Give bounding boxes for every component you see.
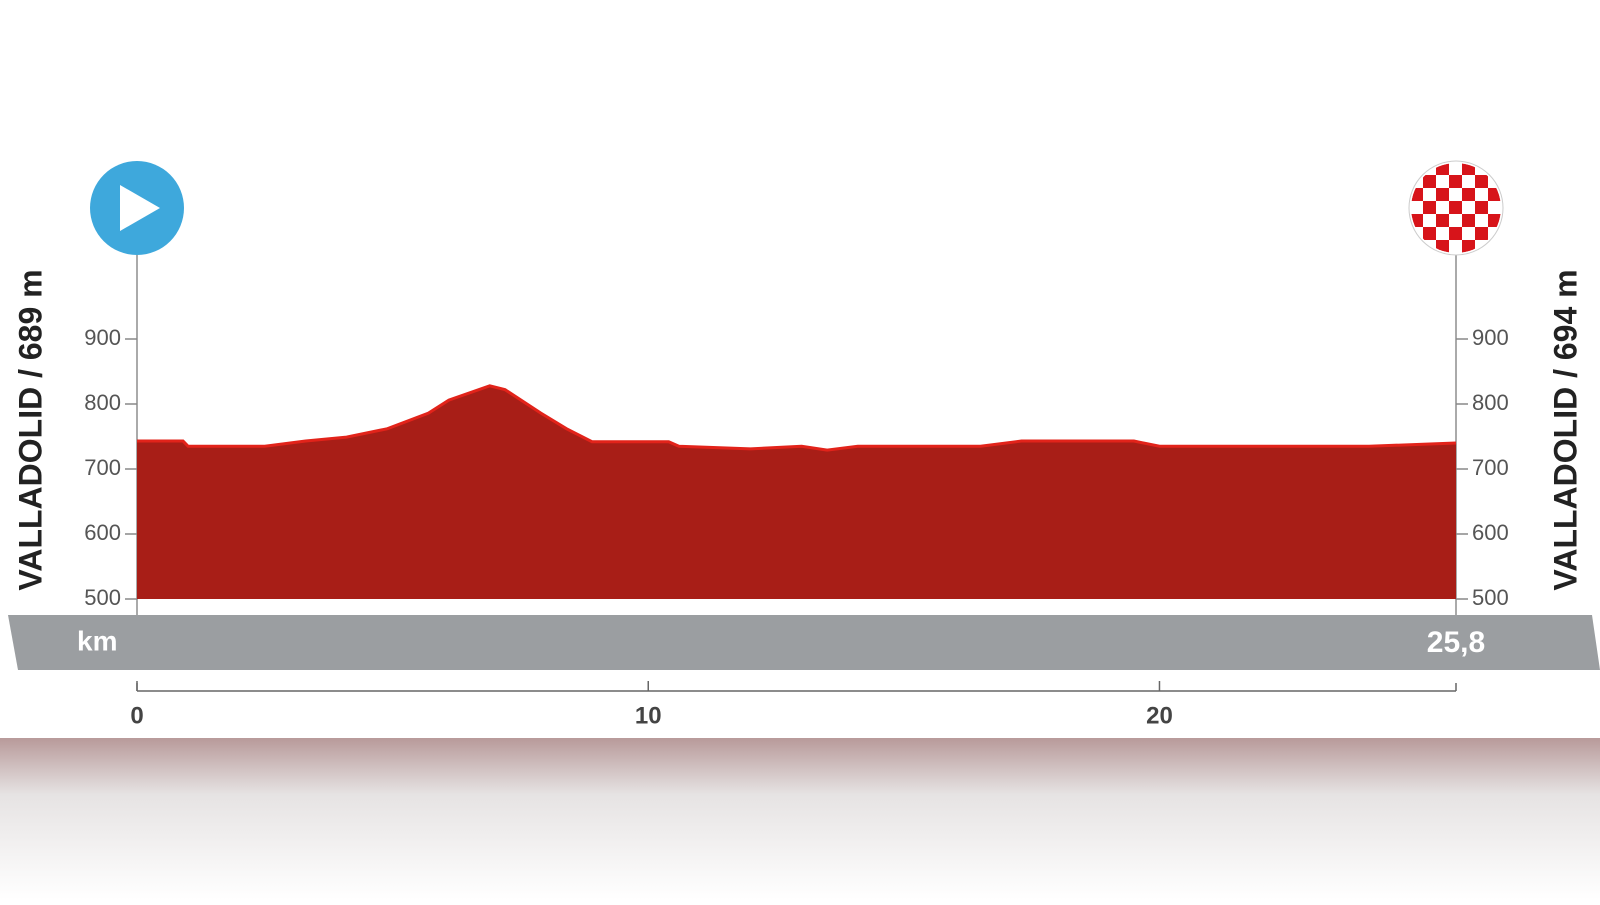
y-tick-label-right: 600 [1472, 520, 1509, 545]
finish-label: VALLADOLID / 694 m [1547, 269, 1583, 590]
x-tick-label: 10 [635, 702, 662, 729]
distance-band [8, 615, 1600, 670]
y-tick-label: 800 [84, 390, 121, 415]
y-tick-label: 500 [84, 585, 121, 610]
start-arrow [120, 185, 160, 231]
plot: 500 500 600 600 700 700 800 800 900 900 0 10 20 25,8 [84, 325, 1508, 730]
x-axis-label: km [77, 625, 117, 656]
y-tick-label-right: 900 [1472, 325, 1509, 350]
distance-label: 25,8 [1427, 626, 1485, 659]
y-tick-label: 900 [84, 325, 121, 350]
x-tick-label: 0 [130, 702, 143, 729]
y-tick-label-right: 800 [1472, 390, 1509, 415]
finish-checker [1411, 163, 1501, 253]
y-tick-label: 600 [84, 520, 121, 545]
x-tick-label: 20 [1146, 702, 1173, 729]
y-tick-label: 700 [84, 455, 121, 480]
start-label: VALLADOLID / 689 m [12, 269, 48, 590]
y-tick-label-right: 700 [1472, 455, 1509, 480]
elevation-area [137, 385, 1456, 599]
elevation-line [137, 384, 1457, 452]
y-tick-label-right: 500 [1472, 585, 1509, 610]
background-fade [0, 738, 1600, 900]
